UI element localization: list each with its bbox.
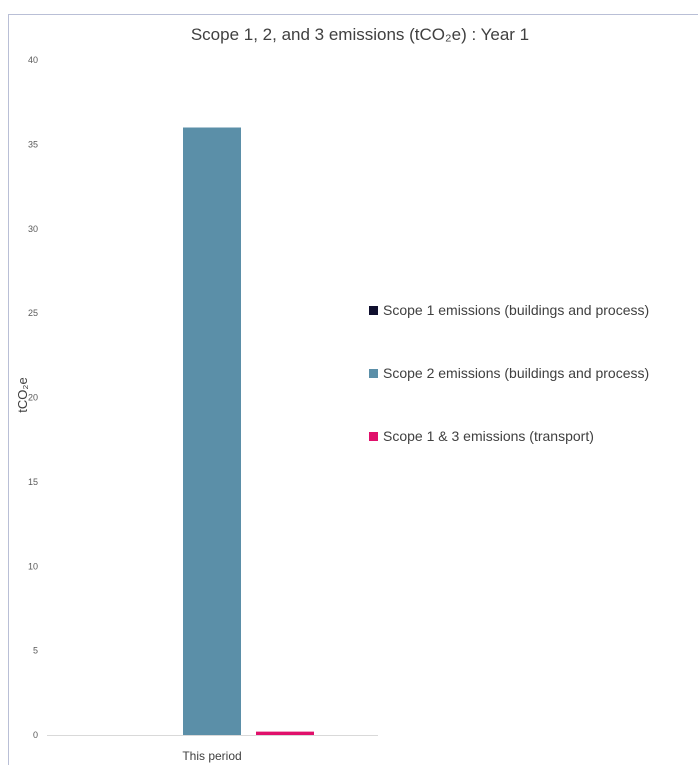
legend-swatch: [369, 306, 378, 315]
y-tick-label: 10: [28, 561, 38, 571]
legend-label: Scope 1 emissions (buildings and process…: [383, 302, 649, 318]
x-axis-categories: This period: [182, 749, 241, 763]
y-tick-label: 25: [28, 308, 38, 318]
bar-series-2: [183, 127, 241, 735]
x-category-label: This period: [182, 749, 241, 763]
y-tick-label: 35: [28, 139, 38, 149]
y-tick-label: 0: [33, 730, 38, 740]
bar-series-3: [256, 731, 314, 735]
chart-title: Scope 1, 2, and 3 emissions (tCO₂e) : Ye…: [191, 25, 529, 44]
y-tick-label: 20: [28, 393, 38, 403]
y-axis-ticks: 0 5 10 15 20 25 30 35 40: [28, 55, 38, 740]
legend-swatch: [369, 369, 378, 378]
y-tick-label: 5: [33, 646, 38, 656]
y-axis-label: tCO₂e: [15, 377, 30, 412]
chart-frame: [8, 14, 698, 765]
legend-label: Scope 2 emissions (buildings and process…: [383, 365, 649, 381]
legend-label: Scope 1 & 3 emissions (transport): [383, 428, 594, 444]
y-tick-label: 30: [28, 224, 38, 234]
y-tick-label: 40: [28, 55, 38, 65]
legend-swatch: [369, 432, 378, 441]
bars: [183, 127, 314, 735]
legend: Scope 1 emissions (buildings and process…: [369, 302, 649, 444]
y-tick-label: 15: [28, 477, 38, 487]
